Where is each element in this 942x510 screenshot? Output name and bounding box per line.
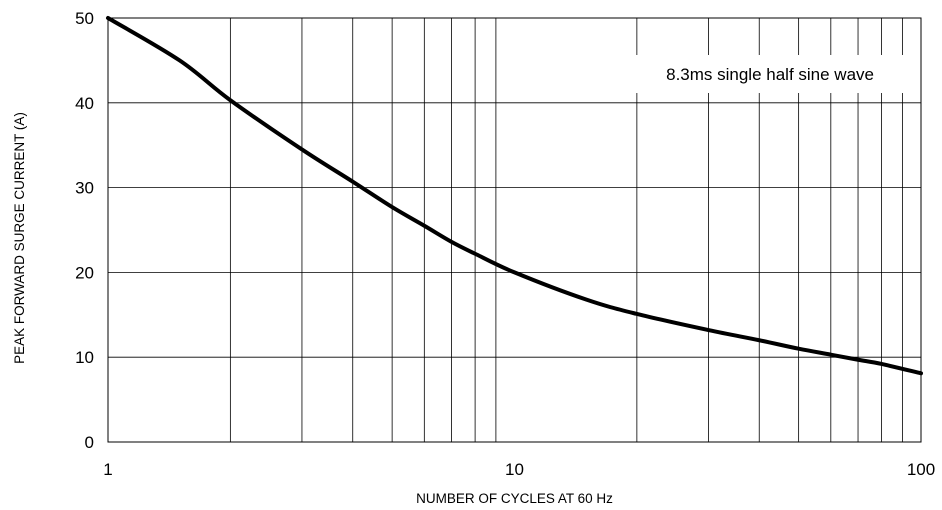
series-layer — [106, 16, 923, 376]
plot-frame — [107, 17, 922, 443]
y-tick-label: 50 — [75, 9, 94, 28]
annotation-text: 8.3ms single half sine wave — [666, 65, 874, 84]
x-tick-label: 1 — [103, 460, 112, 479]
y-axis-label: PEAK FORWARD SURGE CURRENT (A) — [12, 112, 27, 364]
annotation-background — [624, 55, 904, 93]
x-axis-label: NUMBER OF CYCLES AT 60 Hz — [416, 491, 613, 506]
x-tick-label: 10 — [505, 460, 524, 479]
series-line — [106, 16, 923, 376]
tick-labels: 1 10 100 0 10 20 30 40 50 — [75, 9, 935, 479]
x-tick-label: 100 — [907, 460, 935, 479]
y-tick-label: 10 — [75, 348, 94, 367]
y-tick-label: 40 — [75, 94, 94, 113]
y-tick-label: 20 — [75, 263, 94, 282]
y-tick-label: 30 — [75, 179, 94, 198]
y-tick-label: 0 — [85, 433, 94, 452]
